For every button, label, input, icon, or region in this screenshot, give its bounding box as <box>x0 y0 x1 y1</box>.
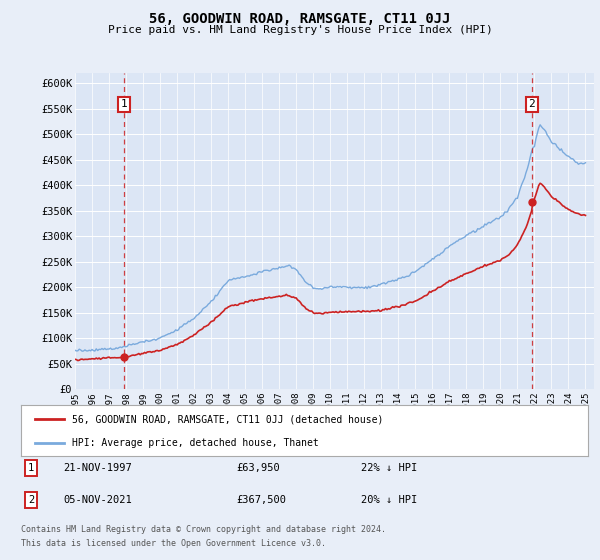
Text: 56, GOODWIN ROAD, RAMSGATE, CT11 0JJ (detached house): 56, GOODWIN ROAD, RAMSGATE, CT11 0JJ (de… <box>72 414 383 424</box>
Text: 21-NOV-1997: 21-NOV-1997 <box>64 463 132 473</box>
Text: 05-NOV-2021: 05-NOV-2021 <box>64 495 132 505</box>
Text: £367,500: £367,500 <box>236 495 286 505</box>
Text: Price paid vs. HM Land Registry's House Price Index (HPI): Price paid vs. HM Land Registry's House … <box>107 25 493 35</box>
Text: HPI: Average price, detached house, Thanet: HPI: Average price, detached house, Than… <box>72 438 319 448</box>
Text: This data is licensed under the Open Government Licence v3.0.: This data is licensed under the Open Gov… <box>21 539 326 548</box>
Text: 22% ↓ HPI: 22% ↓ HPI <box>361 463 418 473</box>
Text: 1: 1 <box>121 100 128 109</box>
Text: 1: 1 <box>28 463 34 473</box>
Text: £63,950: £63,950 <box>236 463 280 473</box>
Text: 20% ↓ HPI: 20% ↓ HPI <box>361 495 418 505</box>
Text: Contains HM Land Registry data © Crown copyright and database right 2024.: Contains HM Land Registry data © Crown c… <box>21 525 386 534</box>
Text: 56, GOODWIN ROAD, RAMSGATE, CT11 0JJ: 56, GOODWIN ROAD, RAMSGATE, CT11 0JJ <box>149 12 451 26</box>
Text: 2: 2 <box>28 495 34 505</box>
Text: 2: 2 <box>529 100 535 109</box>
